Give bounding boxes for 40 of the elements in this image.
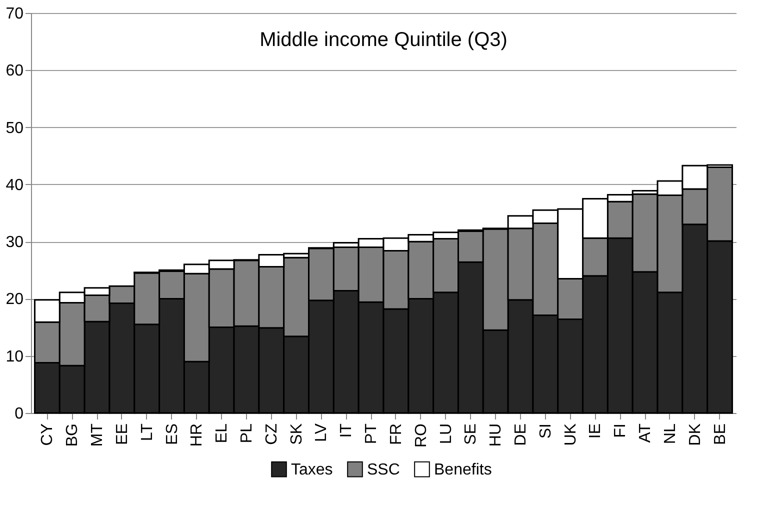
y-tick-label: 40 <box>6 176 24 194</box>
y-tick-label: 10 <box>6 348 24 366</box>
x-tick-label: CZ <box>263 423 280 445</box>
x-tick-label: SK <box>288 423 306 445</box>
x-tick-label: MT <box>89 423 106 447</box>
y-tick-label: 30 <box>6 234 24 252</box>
x-tick-label: LV <box>313 423 330 442</box>
y-tick-label: 60 <box>6 62 24 80</box>
x-tick-label: HU <box>488 424 505 447</box>
y-tick-label: 0 <box>14 406 24 422</box>
x-tick-label: SI <box>537 424 554 439</box>
y-tick-label: 70 <box>6 6 24 22</box>
x-tick-label: ES <box>164 424 181 445</box>
x-tick-label: IT <box>338 423 356 438</box>
x-tick-label: FI <box>612 424 630 438</box>
x-tick-label: CY <box>39 423 56 446</box>
legend-label: SSC <box>367 461 400 478</box>
x-tick-label: RO <box>412 424 430 448</box>
x-tick-label: AT <box>637 423 654 443</box>
x-tick-label: FR <box>388 424 405 445</box>
x-tick-label: LT <box>138 423 156 441</box>
x-tick-label: BG <box>64 424 82 447</box>
y-tick-label: 50 <box>6 120 24 137</box>
x-tick-label: PL <box>238 423 256 444</box>
x-tick-label: DK <box>686 423 704 446</box>
x-tick-label: EL <box>214 423 231 444</box>
x-tick-label: IE <box>587 424 604 439</box>
text: Middle income Quintile (Q3) <box>260 29 508 51</box>
legend-label: Benefits <box>434 461 492 478</box>
legend-label: Taxes <box>291 461 333 478</box>
x-tick-label: DE <box>512 424 530 446</box>
x-tick-label: LU <box>438 424 455 444</box>
x-tick-label: SE <box>462 424 480 445</box>
x-tick-label: BE <box>712 424 729 445</box>
x-tick-label: EE <box>114 424 131 445</box>
x-tick-label: UK <box>562 423 580 446</box>
x-tick-label: NL <box>662 423 679 444</box>
x-tick-label: PT <box>363 423 380 444</box>
y-tick-label: 20 <box>6 291 24 308</box>
x-tick-label: HR <box>188 424 206 447</box>
